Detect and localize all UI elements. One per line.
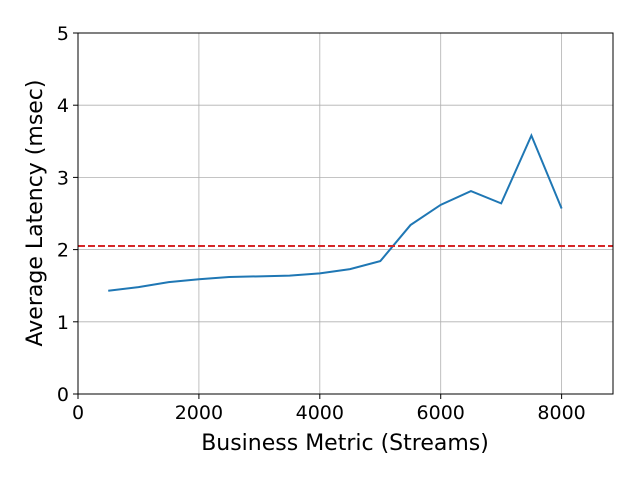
y-tick-label: 3 bbox=[57, 167, 69, 189]
x-tick-label: 4000 bbox=[296, 402, 344, 424]
x-tick-label: 0 bbox=[72, 402, 84, 424]
y-tick-label: 2 bbox=[57, 240, 69, 262]
y-tick-label: 1 bbox=[57, 312, 69, 334]
x-axis-label: Business Metric (Streams) bbox=[201, 431, 489, 456]
y-tick-label: 5 bbox=[57, 23, 69, 45]
x-tick-label: 2000 bbox=[175, 402, 223, 424]
y-tick-label: 4 bbox=[57, 95, 69, 117]
y-tick-label: 0 bbox=[57, 384, 69, 406]
x-tick-label: 8000 bbox=[537, 402, 585, 424]
data-line bbox=[108, 132, 563, 292]
x-tick-label: 6000 bbox=[417, 402, 465, 424]
y-axis-label: Average Latency (msec) bbox=[23, 80, 48, 347]
plot-frame bbox=[77, 32, 614, 395]
